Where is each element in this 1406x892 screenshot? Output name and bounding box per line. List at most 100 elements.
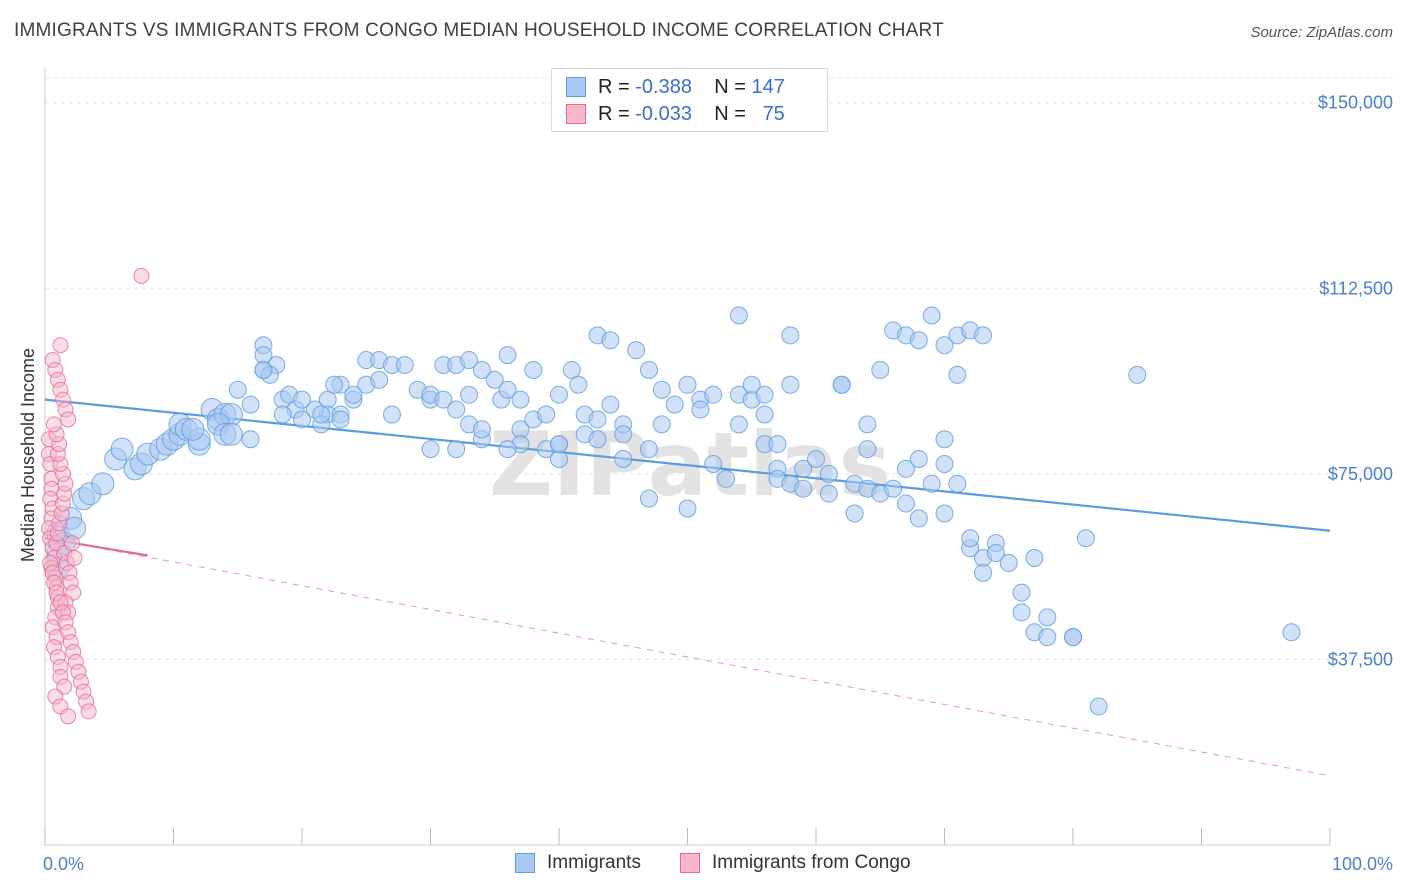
point-congo — [45, 416, 62, 433]
point-immigrants — [678, 499, 697, 518]
point-immigrants — [485, 370, 504, 389]
point-immigrants — [614, 425, 633, 444]
point-immigrants — [331, 410, 350, 429]
point-immigrants — [845, 504, 864, 523]
legend-n-label: N = — [714, 102, 746, 125]
point-immigrants — [524, 360, 543, 379]
y-tick-label: $75,000 — [1328, 464, 1393, 484]
point-congo — [60, 708, 77, 725]
point-immigrants — [935, 504, 954, 523]
legend-row-immigrants: R = -0.388 N = 147 — [566, 74, 785, 100]
point-immigrants — [472, 420, 491, 439]
point-immigrants — [807, 450, 825, 469]
point-immigrants — [858, 415, 877, 434]
point-immigrants — [832, 375, 851, 394]
point-immigrants — [691, 400, 710, 419]
point-immigrants — [1076, 529, 1095, 548]
point-immigrants — [986, 544, 1005, 563]
point-immigrants — [344, 385, 363, 404]
point-immigrants — [325, 375, 344, 394]
point-immigrants — [704, 385, 723, 404]
legend-label-congo: Immigrants from Congo — [712, 852, 911, 873]
point-immigrants — [858, 440, 877, 459]
gridlines — [45, 77, 1393, 660]
point-immigrants — [755, 385, 774, 404]
point-immigrants — [884, 479, 903, 498]
point-immigrants — [588, 410, 607, 429]
point-immigrants — [601, 331, 620, 350]
point-immigrants — [639, 360, 658, 379]
point-congo — [56, 678, 73, 695]
point-immigrants — [794, 459, 813, 478]
point-immigrants — [909, 450, 928, 469]
point-immigrants — [781, 326, 800, 345]
point-immigrants — [460, 385, 479, 404]
point-immigrants — [498, 346, 517, 365]
point-immigrants — [395, 356, 414, 375]
data-points — [40, 267, 1301, 725]
point-immigrants — [1089, 697, 1108, 716]
point-immigrants — [794, 479, 813, 498]
legend-item-immigrants[interactable]: Immigrants — [515, 852, 641, 874]
point-immigrants — [948, 474, 967, 493]
point-immigrants — [922, 474, 941, 493]
point-congo — [60, 411, 77, 428]
point-immigrants — [935, 454, 954, 473]
point-immigrants — [1012, 603, 1031, 622]
point-immigrants — [948, 365, 967, 384]
point-immigrants — [498, 380, 517, 399]
point-immigrants — [665, 395, 684, 414]
trend-line-extended — [44, 537, 1331, 777]
point-immigrants — [1025, 548, 1044, 567]
point-immigrants — [382, 405, 401, 424]
y-tick-label: $112,500 — [1319, 278, 1393, 298]
trend-line — [44, 398, 1331, 532]
point-immigrants — [781, 375, 800, 394]
legend-item-congo[interactable]: Immigrants from Congo — [680, 852, 911, 874]
point-immigrants — [652, 415, 671, 434]
point-immigrants — [922, 306, 941, 325]
point-immigrants — [91, 472, 115, 496]
legend-swatch-congo — [680, 853, 700, 873]
point-immigrants — [550, 435, 568, 454]
point-immigrants — [447, 400, 466, 419]
chart-source: Source: ZipAtlas.com — [1250, 24, 1393, 41]
y-tick-label: $150,000 — [1318, 93, 1393, 113]
point-immigrants — [1012, 583, 1031, 602]
point-immigrants — [871, 360, 890, 379]
legend-r-value: -0.033 — [635, 102, 692, 125]
point-congo — [80, 703, 97, 720]
point-immigrants — [588, 430, 607, 449]
point-congo — [52, 337, 69, 354]
point-immigrants — [729, 306, 748, 325]
point-immigrants — [961, 529, 980, 548]
point-immigrants — [935, 430, 954, 449]
point-immigrants — [768, 435, 787, 454]
legend-swatch-congo — [566, 104, 586, 124]
point-congo — [66, 549, 83, 566]
point-immigrants — [755, 405, 774, 424]
point-immigrants — [627, 341, 646, 360]
point-immigrants — [293, 410, 311, 429]
point-immigrants — [241, 395, 260, 414]
point-immigrants — [228, 380, 247, 399]
point-immigrants — [742, 375, 761, 394]
point-immigrants — [935, 336, 954, 355]
legend-n-value: 75 — [762, 102, 785, 125]
x-tick-label-min: 0.0% — [43, 854, 84, 874]
point-immigrants — [1064, 628, 1082, 647]
point-immigrants — [569, 375, 588, 394]
point-immigrants — [614, 450, 633, 469]
point-immigrants — [421, 440, 440, 459]
point-immigrants — [1282, 623, 1301, 642]
point-immigrants — [1038, 608, 1057, 627]
point-immigrants — [511, 390, 530, 409]
point-immigrants — [472, 360, 491, 379]
point-immigrants — [447, 440, 466, 459]
point-immigrants — [717, 469, 736, 488]
point-immigrants — [999, 553, 1018, 572]
point-immigrants — [896, 459, 915, 478]
point-immigrants — [254, 360, 273, 379]
y-tick-label: $37,500 — [1328, 649, 1393, 669]
